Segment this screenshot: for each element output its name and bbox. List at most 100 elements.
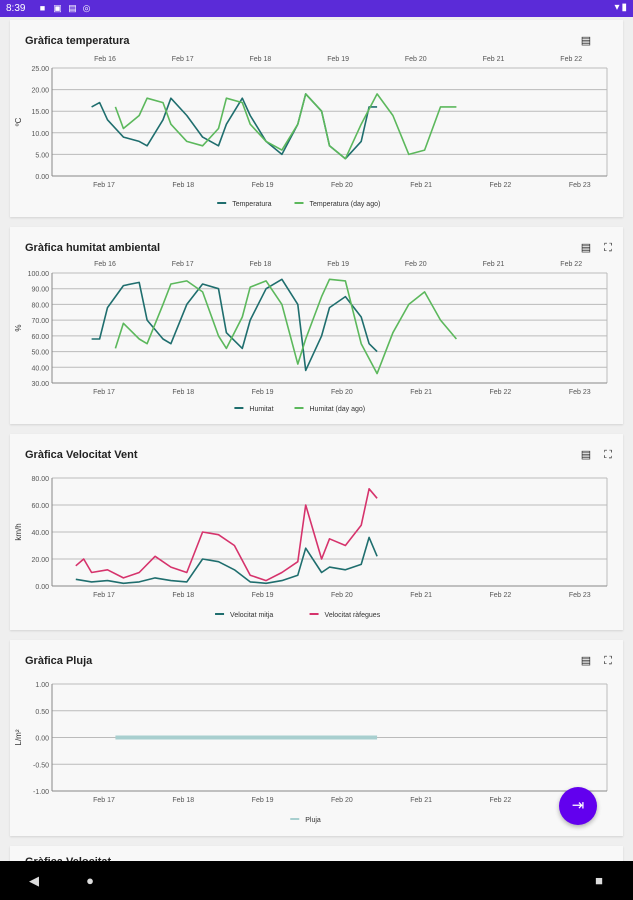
fullscreen-icon[interactable]: ⛶ — [604, 242, 612, 254]
x-top-tick-label: Feb 20 — [405, 56, 427, 63]
y-tick-label: 0.00 — [35, 584, 49, 591]
y-axis-label: km/h — [14, 523, 23, 540]
x-tick-label: Feb 17 — [93, 592, 115, 599]
legend-label: Humitat — [249, 406, 273, 413]
y-tick-label: 0.50 — [35, 709, 49, 716]
x-top-tick-label: Feb 17 — [172, 56, 194, 63]
legend-label: Temperatura — [232, 201, 271, 208]
x-tick-label: Feb 18 — [172, 797, 194, 804]
home-icon[interactable]: ● — [86, 873, 94, 888]
legend-swatch — [309, 613, 319, 615]
x-tick-label: Feb 20 — [331, 182, 353, 189]
x-top-tick-label: Feb 22 — [560, 56, 582, 63]
card-title: Gràfica temperatura — [25, 35, 130, 47]
x-top-tick-label: Feb 20 — [405, 261, 427, 268]
y-tick-label: 20.00 — [31, 557, 49, 564]
x-top-tick-label: Feb 16 — [94, 261, 116, 268]
y-tick-label: 100.00 — [28, 271, 50, 278]
navigation-bar: ◀ ● ■ — [0, 861, 633, 900]
y-tick-label: 80.00 — [31, 302, 49, 309]
lock-icon: ▤ — [68, 3, 77, 13]
legend-swatch — [217, 202, 227, 204]
series-line-2 — [75, 487, 378, 582]
legend-label: Humitat (day ago) — [310, 406, 366, 413]
y-tick-label: 60.00 — [31, 334, 49, 341]
series-line-1 — [75, 536, 378, 585]
card-title: Gràfica humitat ambiental — [25, 242, 161, 254]
legend-label: Pluja — [305, 817, 321, 824]
x-tick-label: Feb 17 — [93, 182, 115, 189]
x-tick-label: Feb 21 — [410, 389, 432, 396]
card-title: Gràfica Pluja — [25, 655, 93, 667]
x-tick-label: Feb 19 — [252, 592, 274, 599]
x-tick-label: Feb 22 — [490, 797, 512, 804]
x-tick-label: Feb 17 — [93, 797, 115, 804]
rain-chart: 1.00 0.50 0.00 -0.50 -1.00 L/m² Feb 17 Feb 18 Fe… — [14, 682, 608, 824]
x-top-tick-label: Feb 18 — [250, 261, 272, 268]
x-tick-label: Feb 18 — [172, 592, 194, 599]
y-tick-label: -1.00 — [33, 789, 49, 796]
notification-icon: ■ — [39, 3, 46, 13]
export-file-icon[interactable]: ▤ — [580, 449, 592, 461]
x-tick-label: Feb 20 — [331, 389, 353, 396]
back-icon[interactable]: ◀ — [29, 873, 39, 888]
chart-card-humidity: Gràfica humitat ambiental ▤ ⛶ 100.00 90.0… — [10, 227, 623, 424]
y-tick-label: 0.00 — [35, 174, 49, 181]
x-top-tick-label: Feb 18 — [250, 56, 272, 63]
y-tick-label: 30.00 — [31, 381, 49, 388]
x-tick-label: Feb 23 — [569, 389, 591, 396]
x-tick-label: Feb 22 — [490, 389, 512, 396]
fullscreen-icon[interactable]: ⛶ — [604, 655, 612, 667]
status-time: 8:39 — [6, 3, 26, 14]
fullscreen-icon[interactable]: ⛶ — [604, 449, 612, 461]
y-tick-label: 1.00 — [35, 682, 49, 689]
y-tick-label: 40.00 — [31, 530, 49, 537]
chart-card-temperature: Gràfica temperatura ▤ 25.00 20.00 15.00 10.… — [10, 20, 623, 217]
y-tick-label: 20.00 — [31, 88, 49, 95]
y-tick-label: 90.00 — [31, 287, 49, 294]
legend-swatch — [294, 202, 304, 204]
export-file-icon[interactable]: ▤ — [580, 35, 592, 47]
y-tick-label: 80.00 — [31, 476, 49, 483]
temperature-chart: 25.00 20.00 15.00 10.00 5.00 0.00 ºC Feb 16 Feb … — [14, 56, 608, 208]
x-tick-label: Feb 20 — [331, 797, 353, 804]
x-tick-label: Feb 22 — [490, 592, 512, 599]
legend-swatch — [234, 407, 244, 409]
chart-card-rain: Gràfica Pluja ▤ ⛶ 1.00 0.50 0.00 -0.50 -1.00… — [10, 640, 623, 836]
export-file-icon[interactable]: ▤ — [580, 655, 592, 667]
recents-icon[interactable]: ■ — [595, 873, 603, 888]
legend-label: Velocitat ràfegues — [325, 612, 381, 619]
rain-bar — [115, 735, 378, 740]
y-tick-label: 0.00 — [35, 736, 49, 743]
x-tick-label: Feb 18 — [172, 182, 194, 189]
media-icon: ◎ — [82, 3, 91, 13]
x-tick-label: Feb 22 — [490, 182, 512, 189]
y-axis-label: ºC — [14, 117, 23, 126]
x-tick-label: Feb 23 — [569, 592, 591, 599]
y-axis-label: % — [14, 324, 23, 331]
legend-swatch — [294, 407, 304, 409]
x-top-tick-label: Feb 21 — [483, 261, 505, 268]
x-top-tick-label: Feb 21 — [483, 56, 505, 63]
x-tick-label: Feb 19 — [252, 182, 274, 189]
x-tick-label: Feb 17 — [93, 389, 115, 396]
mail-icon: ▣ — [53, 3, 62, 13]
y-tick-label: 15.00 — [31, 109, 49, 116]
y-tick-label: 70.00 — [31, 318, 49, 325]
y-tick-label: 50.00 — [31, 350, 49, 357]
legend-label: Velocitat mitja — [230, 612, 273, 619]
y-tick-label: 25.00 — [31, 66, 49, 73]
exit-fab-button[interactable]: ⇥ — [559, 787, 597, 825]
series-line-2 — [114, 93, 457, 160]
export-file-icon[interactable]: ▤ — [580, 242, 592, 254]
status-bar: 8:39 ■ ▣ ▤ ◎ ▾▮ — [0, 0, 633, 17]
x-tick-label: Feb 20 — [331, 592, 353, 599]
series-line-2 — [114, 278, 458, 375]
chart-card-wind: Gràfica Velocitat Vent ▤ ⛶ 80.00 60.00 40.… — [10, 434, 623, 630]
y-tick-label: 5.00 — [35, 152, 49, 159]
y-tick-label: 40.00 — [31, 365, 49, 372]
y-tick-label: -0.50 — [33, 762, 49, 769]
x-tick-label: Feb 19 — [252, 389, 274, 396]
x-tick-label: Feb 21 — [410, 592, 432, 599]
wifi-battery-icons: ▾▮ — [614, 2, 629, 13]
